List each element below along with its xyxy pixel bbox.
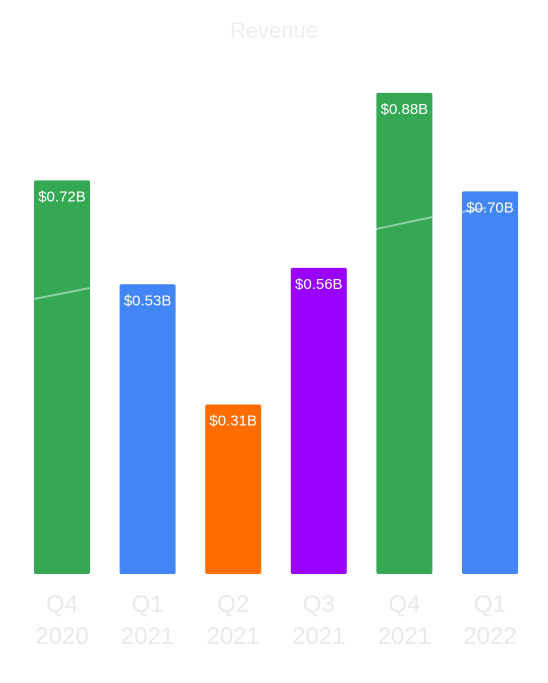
x-tick-label-0-0: Q4 [46, 591, 78, 618]
x-tick-label-1-1: 2021 [121, 623, 174, 650]
bar-4 [376, 92, 433, 574]
bar-3 [290, 267, 347, 574]
bar-value-label-5: $0.70B [466, 199, 514, 216]
x-tick-label-4-1: 2021 [378, 623, 431, 650]
x-tick-label-0-1: 2020 [35, 623, 88, 650]
bar-0 [34, 180, 90, 574]
trend-line-segment-1 [376, 216, 433, 230]
trend-line-segment-0 [33, 287, 91, 300]
bar-1 [119, 284, 176, 574]
trend-line-segment-2 [461, 207, 487, 213]
bar-value-label-1: $0.53B [124, 292, 172, 309]
x-tick-label-2-0: Q2 [217, 591, 249, 618]
x-tick-label-5-1: 2022 [463, 623, 516, 650]
bar-value-label-3: $0.56B [295, 276, 343, 293]
x-tick-label-3-0: Q3 [303, 591, 335, 618]
bar-5 [462, 191, 518, 575]
bar-value-label-2: $0.31B [209, 413, 257, 430]
bar-2 [205, 404, 262, 574]
x-tick-label-4-0: Q4 [388, 591, 420, 618]
bar-value-label-0: $0.72B [38, 188, 86, 205]
x-tick-label-5-0: Q1 [474, 591, 506, 618]
x-tick-label-1-0: Q1 [132, 591, 164, 618]
chart-title: Revenue [229, 18, 319, 43]
x-tick-label-3-1: 2021 [292, 623, 345, 650]
bar-value-label-4: $0.88B [381, 101, 429, 118]
x-tick-label-2-1: 2021 [207, 623, 260, 650]
